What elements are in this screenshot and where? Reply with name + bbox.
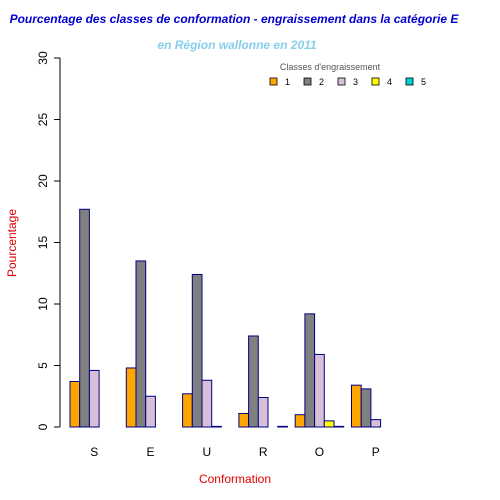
x-tick-label-P: P (372, 445, 380, 459)
y-tick-label: 30 (36, 51, 50, 65)
bar-O-series-2 (304, 313, 316, 428)
legend-items: 1 2 3 4 5 (269, 77, 426, 87)
y-tick-label: 15 (36, 236, 50, 250)
plot-area: 0 5 10 15 20 25 30 S E U R O P (36, 51, 382, 459)
legend-label-4: 4 (387, 77, 392, 87)
bar-O-series-5 (333, 425, 345, 428)
chart-title: Pourcentage des classes de conformation … (10, 12, 460, 26)
x-tick-label-E: E (147, 445, 155, 459)
bar-U-series-3 (201, 379, 213, 428)
x-tick-label-S: S (90, 445, 98, 459)
legend-swatch-1 (269, 77, 278, 86)
bar-P-series-2 (360, 388, 372, 428)
bar-E-series-3 (145, 395, 156, 428)
bar-R-series-5 (277, 425, 288, 428)
legend-label-3: 3 (353, 77, 358, 87)
y-tick-label: 10 (36, 297, 50, 311)
legend-label-5: 5 (421, 77, 426, 87)
bar-O-series-4 (323, 420, 335, 428)
bar-R-series-2 (248, 335, 259, 428)
y-axis-ticks: 0 5 10 15 20 25 30 (36, 51, 60, 430)
y-tick-label: 20 (36, 174, 50, 188)
y-tick-label: 0 (36, 423, 50, 430)
legend-label-2: 2 (319, 77, 324, 87)
x-tick-label-O: O (315, 445, 324, 459)
chart-subtitle: en Région wallonne en 2011 (157, 38, 316, 52)
y-tick-label: 25 (36, 113, 50, 127)
x-tick-label-R: R (259, 445, 268, 459)
bar-U-series-2 (191, 273, 203, 428)
legend: Classes d'engraissement 1 2 3 4 5 (269, 62, 426, 87)
bar-O-series-3 (314, 353, 325, 428)
bar-S-series-3 (88, 369, 100, 428)
legend-label-1: 1 (285, 77, 290, 87)
y-axis-label: Pourcentage (5, 209, 19, 277)
bar-S-series-1 (69, 380, 81, 428)
bar-U-series-1 (182, 393, 193, 428)
bar-E-series-2 (135, 260, 147, 428)
legend-swatch-3 (337, 77, 346, 86)
bar-P-series-1 (351, 384, 362, 428)
bar-U-series-4 (211, 425, 222, 428)
bar-S-series-2 (79, 208, 90, 428)
bar-O-series-1 (294, 414, 306, 428)
legend-swatch-2 (303, 77, 312, 86)
y-tick-label: 5 (36, 362, 50, 369)
legend-title: Classes d'engraissement (280, 62, 381, 72)
legend-swatch-4 (371, 77, 380, 86)
x-axis-label: Conformation (199, 472, 271, 486)
bars (69, 208, 382, 428)
bar-R-series-3 (257, 396, 269, 428)
bar-E-series-1 (125, 367, 137, 428)
legend-swatch-5 (405, 77, 414, 86)
x-tick-label-U: U (203, 445, 212, 459)
bar-R-series-1 (238, 412, 250, 428)
bar-P-series-3 (370, 419, 382, 428)
